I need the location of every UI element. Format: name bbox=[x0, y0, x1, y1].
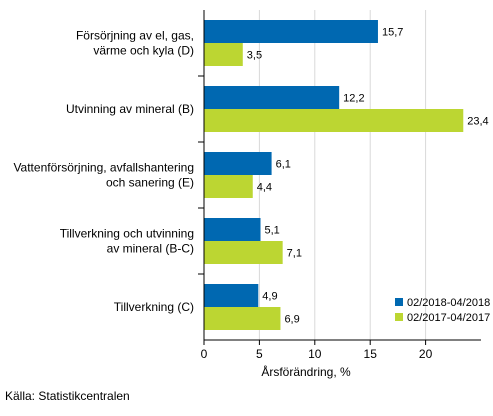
x-tick-label: 20 bbox=[419, 347, 433, 361]
category-label: Tillverkning (C) bbox=[114, 300, 194, 314]
bar bbox=[204, 307, 281, 330]
category-label-line: Utvinning av mineral (B) bbox=[66, 102, 194, 116]
category-label-line: Tillverkning och utvinning bbox=[60, 227, 194, 241]
category-label-line: av mineral (B-C) bbox=[107, 242, 194, 256]
data-label: 15,7 bbox=[382, 27, 403, 39]
legend-swatch bbox=[395, 313, 403, 321]
bar bbox=[204, 218, 261, 241]
bar bbox=[204, 43, 243, 66]
legend-label: 02/2018-04/2018 bbox=[407, 297, 490, 309]
x-axis: 0 5 10 15 20 bbox=[201, 339, 481, 361]
data-label: 7,1 bbox=[287, 248, 302, 260]
x-axis-title: Årsförändring, % bbox=[261, 364, 351, 379]
bar bbox=[204, 175, 253, 198]
bar bbox=[204, 241, 283, 264]
x-tick-label: 15 bbox=[364, 347, 378, 361]
bar bbox=[204, 109, 464, 132]
category-label: Utvinning av mineral (B) bbox=[66, 102, 194, 116]
category-label: Försörjning av el, gas, värme och kyla (D… bbox=[76, 29, 194, 58]
bar-chart: 15,7 3,5 12,2 23,4 6,1 4,4 5,1 7,1 4,9 6,9 Försör… bbox=[13, 10, 490, 379]
category-label-line: värme och kyla (D) bbox=[93, 44, 194, 58]
legend-swatch bbox=[395, 298, 403, 306]
data-label: 6,9 bbox=[284, 314, 299, 326]
y-axis: Försörjning av el, gas, värme och kyla (D… bbox=[13, 10, 205, 340]
bar bbox=[204, 20, 378, 43]
bar bbox=[204, 284, 259, 307]
category-label-line: Försörjning av el, gas, bbox=[76, 29, 194, 43]
gridlines bbox=[258, 10, 427, 340]
data-label: 4,9 bbox=[262, 291, 277, 303]
bar bbox=[204, 86, 340, 109]
x-tick-label: 0 bbox=[201, 347, 208, 361]
category-label-line: och sanering (E) bbox=[106, 176, 194, 190]
category-label: Tillverkning och utvinning av mineral (B-… bbox=[60, 227, 194, 256]
category-label-line: Vattenförsörjning, avfallshantering bbox=[13, 161, 194, 175]
data-label: 3,5 bbox=[247, 50, 262, 62]
category-label-line: Tillverkning (C) bbox=[114, 300, 194, 314]
bar bbox=[204, 152, 272, 175]
data-label: 12,2 bbox=[343, 93, 364, 105]
x-tick-label: 10 bbox=[308, 347, 322, 361]
category-label: Vattenförsörjning, avfallshantering och s… bbox=[13, 161, 194, 190]
data-label: 4,4 bbox=[257, 182, 272, 194]
legend-label: 02/2017-04/2017 bbox=[407, 312, 490, 324]
x-tick-label: 5 bbox=[256, 347, 263, 361]
data-label: 6,1 bbox=[276, 159, 291, 171]
data-label: 5,1 bbox=[265, 225, 280, 237]
data-label: 23,4 bbox=[467, 116, 488, 128]
source-note: Källa: Statistikcentralen bbox=[5, 389, 130, 403]
bars: 15,7 3,5 12,2 23,4 6,1 4,4 5,1 7,1 4,9 6,9 bbox=[204, 20, 489, 330]
legend: 02/2018-04/2018 02/2017-04/2017 bbox=[395, 297, 490, 324]
